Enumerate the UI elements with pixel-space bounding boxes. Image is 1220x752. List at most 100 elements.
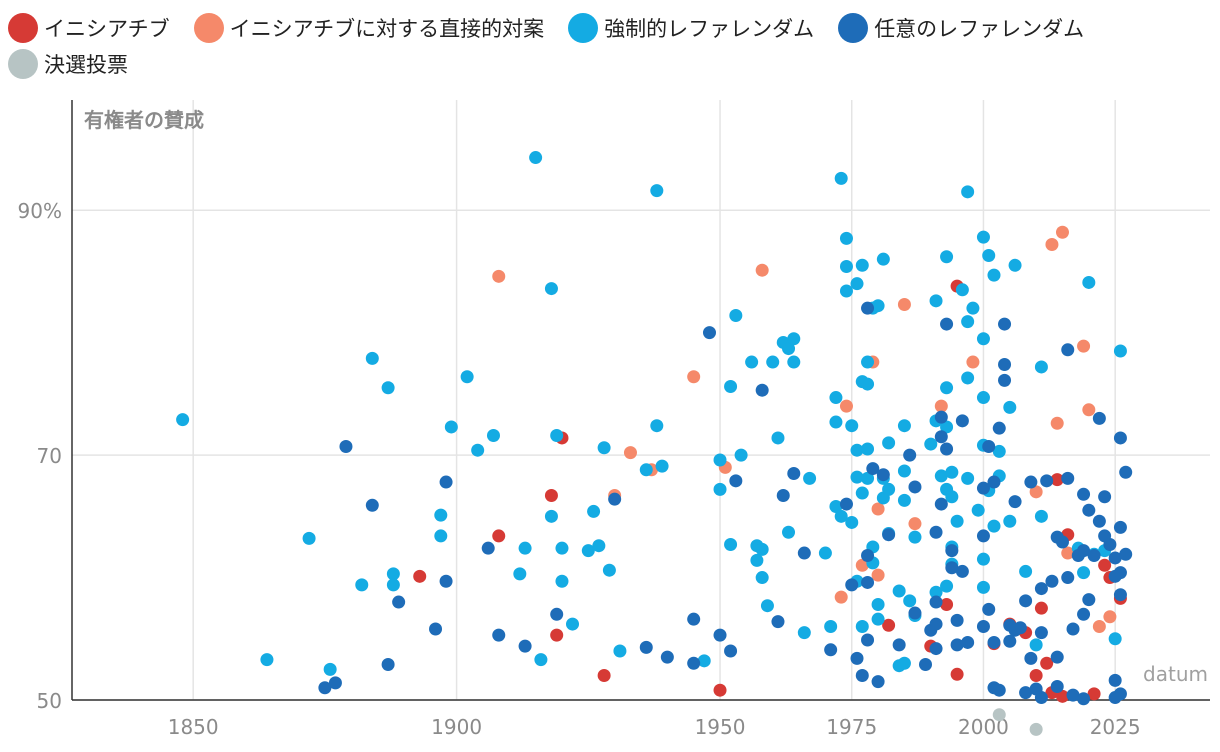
data-point bbox=[592, 539, 606, 553]
x-tick-label: 1850 bbox=[168, 715, 219, 739]
data-point bbox=[882, 618, 896, 632]
data-point bbox=[855, 669, 869, 683]
data-point bbox=[1055, 689, 1069, 703]
data-point bbox=[518, 639, 532, 653]
data-point bbox=[1034, 360, 1048, 374]
data-point bbox=[1108, 673, 1122, 687]
data-point bbox=[439, 475, 453, 489]
data-point bbox=[940, 579, 954, 593]
legend-label: 強制的レファレンダム bbox=[604, 17, 815, 41]
data-point bbox=[845, 515, 859, 529]
data-point bbox=[1077, 566, 1091, 580]
data-point bbox=[787, 466, 801, 480]
data-point bbox=[429, 622, 443, 636]
data-point bbox=[845, 419, 859, 433]
data-point bbox=[829, 415, 843, 429]
data-point bbox=[940, 317, 954, 331]
data-point bbox=[1019, 594, 1033, 608]
data-point bbox=[940, 442, 954, 456]
data-point bbox=[976, 552, 990, 566]
data-point bbox=[1087, 549, 1101, 563]
data-point bbox=[987, 519, 1001, 533]
data-point bbox=[1066, 622, 1080, 636]
data-point bbox=[687, 612, 701, 626]
data-point bbox=[434, 508, 448, 522]
legend-item[interactable]: 強制的レファレンダム bbox=[568, 10, 814, 46]
data-point bbox=[855, 558, 869, 572]
data-point bbox=[882, 436, 896, 450]
data-point bbox=[1061, 471, 1075, 485]
chart-legend: イニシアチブ イニシアチブに対する直接的対案 強制的レファレンダム 任意のレファレンダ… bbox=[8, 10, 1213, 82]
legend-swatch bbox=[193, 13, 224, 43]
data-point bbox=[871, 568, 885, 582]
data-point bbox=[950, 613, 964, 627]
data-point bbox=[998, 357, 1012, 371]
data-point bbox=[492, 269, 506, 283]
data-point bbox=[365, 498, 379, 512]
data-point bbox=[650, 419, 664, 433]
legend-item[interactable]: 決選投票 bbox=[8, 46, 128, 82]
data-point bbox=[992, 421, 1006, 435]
data-point bbox=[961, 371, 975, 385]
data-point bbox=[1029, 638, 1043, 652]
legend-item[interactable]: 任意のレファレンダム bbox=[838, 10, 1084, 46]
data-point bbox=[734, 448, 748, 462]
data-point bbox=[1119, 465, 1133, 479]
data-point bbox=[724, 537, 738, 551]
data-point bbox=[976, 230, 990, 244]
data-point bbox=[882, 482, 896, 496]
data-point bbox=[1034, 582, 1048, 596]
data-point bbox=[655, 459, 669, 473]
legend-item[interactable]: イニシアチブに対する直接的対案 bbox=[193, 10, 544, 46]
data-point bbox=[597, 669, 611, 683]
data-point bbox=[355, 578, 369, 592]
data-point bbox=[787, 332, 801, 346]
data-point bbox=[876, 468, 890, 482]
data-point bbox=[176, 413, 190, 427]
data-point bbox=[908, 480, 922, 494]
data-point bbox=[302, 531, 316, 545]
data-point bbox=[961, 185, 975, 199]
data-point bbox=[850, 470, 864, 484]
data-point bbox=[1034, 691, 1048, 705]
data-point bbox=[492, 628, 506, 642]
data-point bbox=[1008, 258, 1022, 272]
points-layer bbox=[176, 151, 1133, 736]
data-point bbox=[940, 597, 954, 611]
data-point bbox=[386, 578, 400, 592]
data-point bbox=[1113, 687, 1127, 701]
data-point bbox=[998, 317, 1012, 331]
data-point bbox=[876, 252, 890, 266]
x-tick-label: 2025 bbox=[1090, 715, 1141, 739]
data-point bbox=[934, 430, 948, 444]
legend-label: 決選投票 bbox=[44, 53, 128, 77]
data-point bbox=[998, 373, 1012, 387]
data-point bbox=[966, 355, 980, 369]
data-point bbox=[992, 708, 1006, 722]
data-point bbox=[871, 299, 885, 313]
data-point bbox=[1082, 593, 1096, 607]
data-point bbox=[687, 370, 701, 384]
data-point bbox=[544, 282, 558, 296]
data-point bbox=[929, 525, 943, 539]
data-point bbox=[518, 541, 532, 555]
data-point bbox=[903, 448, 917, 462]
data-point bbox=[787, 355, 801, 369]
data-point bbox=[871, 502, 885, 516]
data-point bbox=[950, 667, 964, 681]
data-point bbox=[755, 383, 769, 397]
legend-item[interactable]: イニシアチブ bbox=[8, 10, 170, 46]
data-point bbox=[760, 599, 774, 613]
data-point bbox=[623, 446, 637, 460]
data-point bbox=[892, 638, 906, 652]
data-point bbox=[934, 410, 948, 424]
data-point bbox=[871, 612, 885, 626]
x-tick-label: 1950 bbox=[695, 715, 746, 739]
data-point bbox=[1066, 688, 1080, 702]
data-point bbox=[729, 309, 743, 323]
data-point bbox=[929, 595, 943, 609]
data-point bbox=[1103, 610, 1117, 624]
data-point bbox=[897, 297, 911, 311]
data-point bbox=[702, 326, 716, 340]
